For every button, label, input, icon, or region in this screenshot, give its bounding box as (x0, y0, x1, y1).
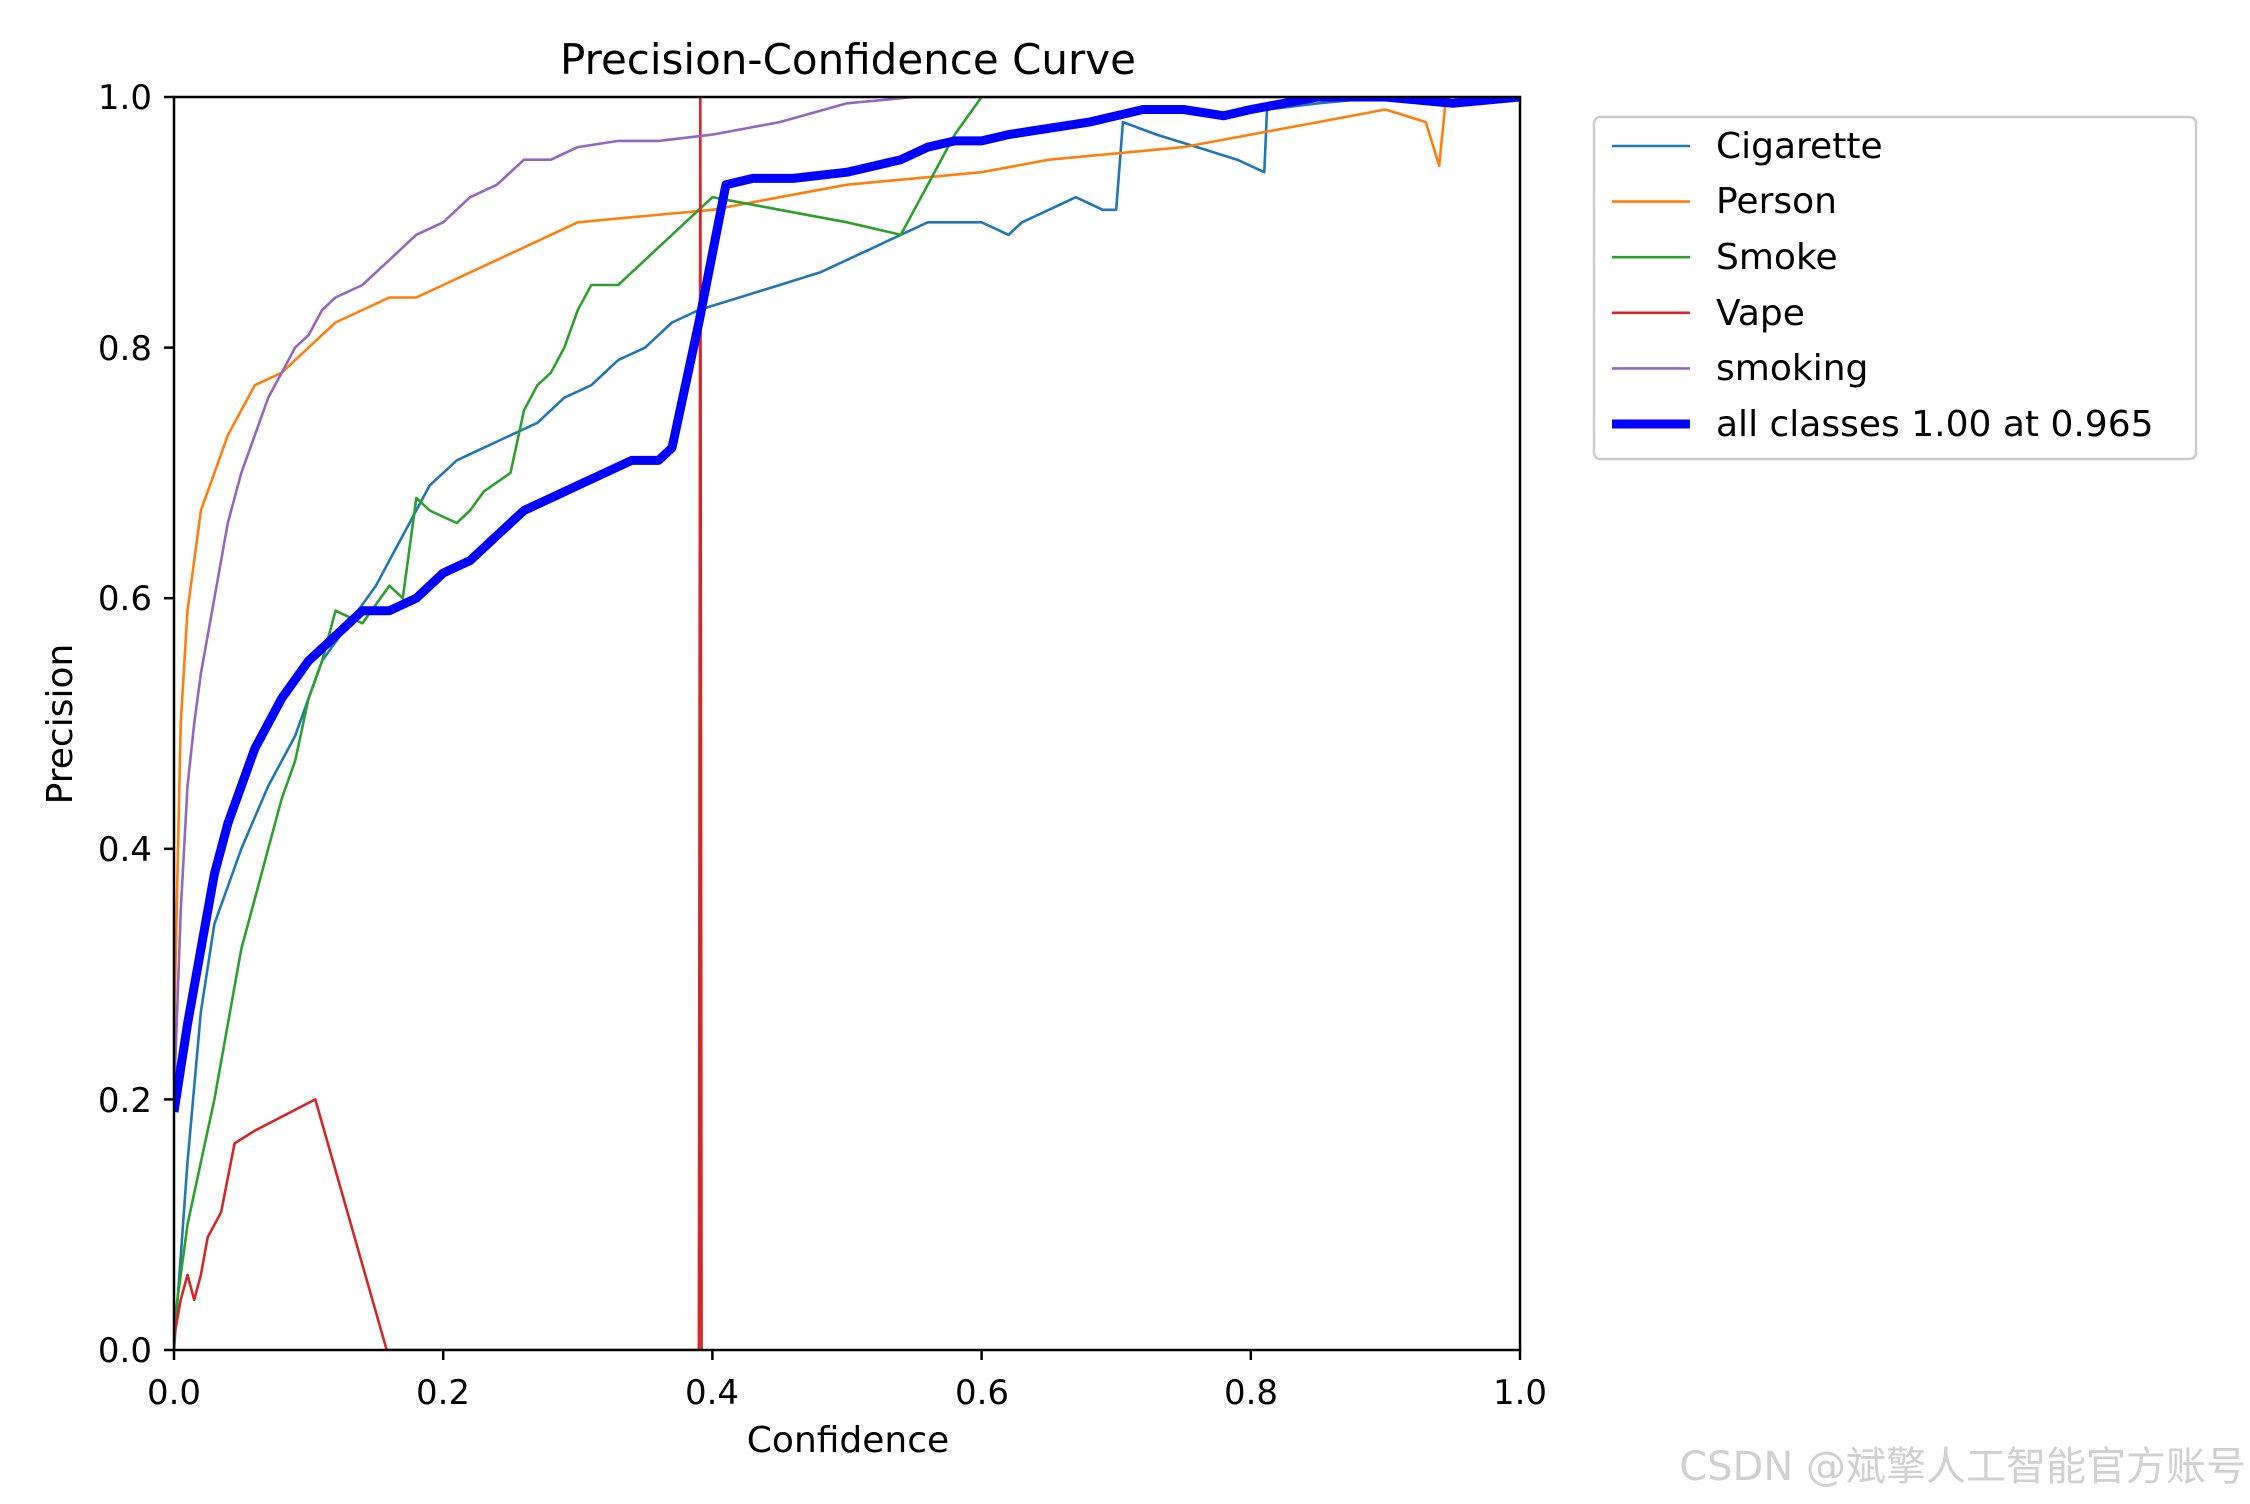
series-line-smoke (174, 97, 983, 1326)
legend-label: Smoke (1716, 237, 1838, 278)
x-tick-label: 0.2 (416, 1373, 470, 1413)
legend-label: Person (1716, 181, 1837, 222)
legend-label: Vape (1716, 293, 1805, 334)
y-tick-label: 0.6 (98, 579, 152, 619)
chart-title: Precision-Confidence Curve (560, 35, 1136, 84)
x-tick-label: 0.8 (1224, 1373, 1278, 1413)
y-tick-label: 0.0 (98, 1331, 152, 1371)
legend-label: Cigarette (1716, 126, 1883, 167)
x-tick-label: 0.6 (955, 1373, 1009, 1413)
y-axis: 0.0 0.2 0.4 0.6 0.8 1.0 (98, 78, 174, 1371)
x-axis: 0.0 0.2 0.4 0.6 0.8 1.0 (147, 1350, 1547, 1413)
series-line-vape (174, 97, 703, 1350)
plot-area-frame (172, 95, 1522, 1352)
series-line-cigarette (174, 97, 1520, 1350)
legend: Cigarette Person Smoke Vape smoking all … (1592, 115, 2198, 461)
y-tick-label: 0.2 (98, 1081, 152, 1121)
series-layer (174, 97, 1520, 1350)
x-tick-label: 1.0 (1493, 1373, 1547, 1413)
x-tick-label: 0.0 (147, 1373, 201, 1413)
watermark-text: CSDN @斌擎人工智能官方账号 (1679, 1444, 2246, 1490)
series-line-all (174, 97, 1520, 1113)
legend-label: all classes 1.00 at 0.965 (1716, 404, 2154, 445)
legend-frame (1592, 115, 2198, 461)
y-tick-label: 0.4 (98, 830, 152, 870)
y-tick-label: 0.8 (98, 329, 152, 369)
x-axis-label: Confidence (747, 1420, 949, 1461)
x-tick-label: 0.4 (685, 1373, 739, 1413)
y-axis-label: Precision (40, 644, 81, 805)
y-tick-label: 1.0 (98, 78, 152, 118)
series-line-smoking (174, 97, 1520, 1100)
legend-label: smoking (1716, 348, 1868, 389)
series-line-person (174, 97, 1520, 1037)
